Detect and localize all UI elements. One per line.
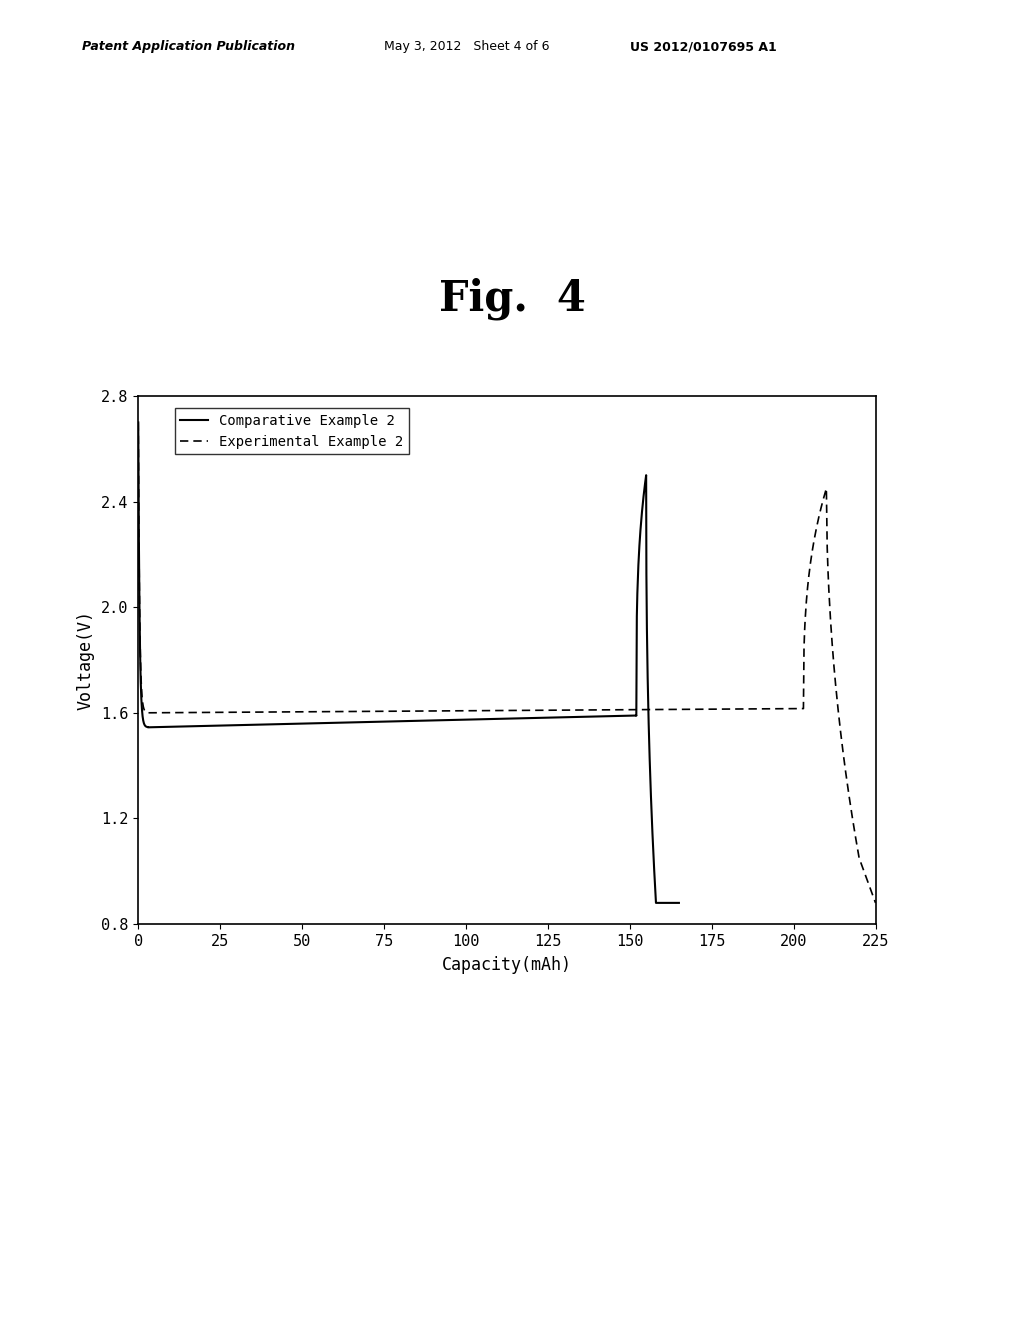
- Legend: Comparative Example 2, Experimental Example 2: Comparative Example 2, Experimental Exam…: [175, 408, 409, 454]
- Line: Experimental Example 2: Experimental Example 2: [138, 422, 876, 903]
- Text: May 3, 2012   Sheet 4 of 6: May 3, 2012 Sheet 4 of 6: [384, 40, 550, 53]
- Y-axis label: Voltage(V): Voltage(V): [76, 610, 94, 710]
- Text: Fig.  4: Fig. 4: [438, 277, 586, 319]
- Text: US 2012/0107695 A1: US 2012/0107695 A1: [630, 40, 776, 53]
- Experimental Example 2: [869, 895, 882, 911]
- Comparative Example 2: [647, 853, 659, 869]
- Comparative Example 2: [650, 895, 663, 911]
- Experimental Example 2: [133, 541, 145, 557]
- Experimental Example 2: [134, 635, 146, 651]
- Experimental Example 2: [132, 414, 144, 430]
- Text: Patent Application Publication: Patent Application Publication: [82, 40, 295, 53]
- Experimental Example 2: [569, 702, 582, 718]
- Comparative Example 2: [424, 713, 436, 729]
- Experimental Example 2: [138, 702, 151, 718]
- Comparative Example 2: [138, 717, 151, 733]
- Comparative Example 2: [657, 895, 670, 911]
- Experimental Example 2: [352, 704, 365, 719]
- Line: Comparative Example 2: Comparative Example 2: [138, 422, 679, 903]
- X-axis label: Capacity(mAh): Capacity(mAh): [442, 956, 571, 974]
- Comparative Example 2: [542, 710, 554, 726]
- Comparative Example 2: [141, 719, 154, 735]
- Experimental Example 2: [142, 705, 155, 721]
- Comparative Example 2: [132, 414, 144, 430]
- Comparative Example 2: [673, 895, 685, 911]
